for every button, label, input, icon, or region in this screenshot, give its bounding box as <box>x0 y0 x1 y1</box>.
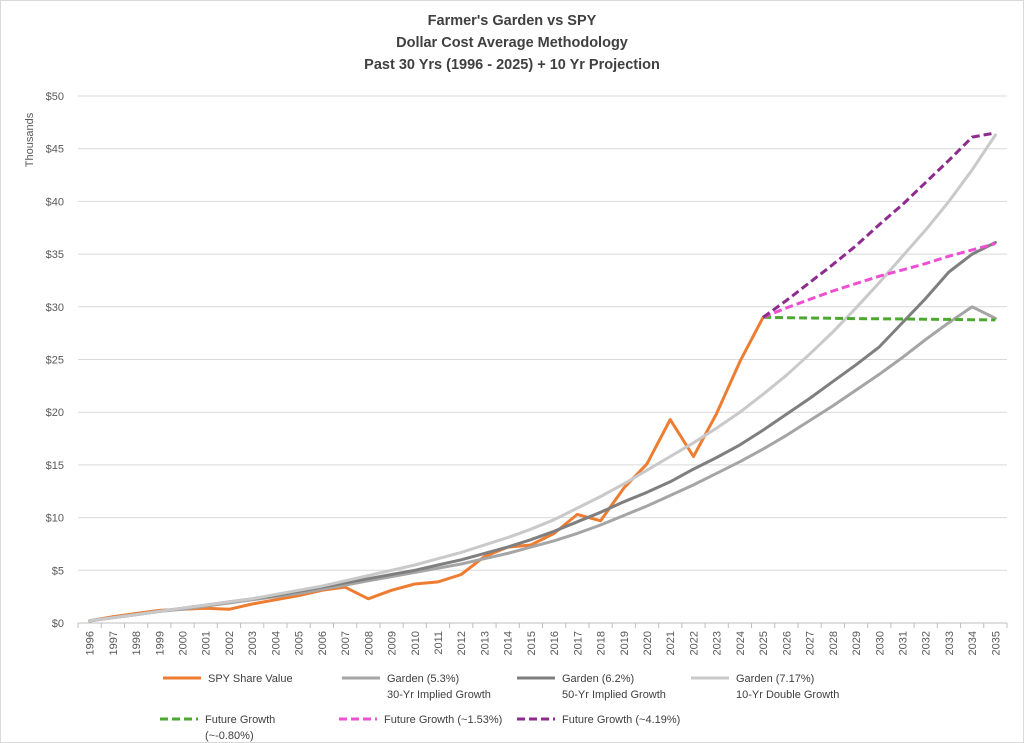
chart-title-block: Farmer's Garden vs SPY Dollar Cost Avera… <box>0 10 1024 76</box>
y-tick-label: $45 <box>46 144 64 156</box>
y-tick-label: $10 <box>46 513 64 525</box>
x-tick-label: 2023 <box>712 631 724 655</box>
x-tick-label: 1996 <box>85 631 97 655</box>
x-tick-label: 2011 <box>433 631 445 655</box>
series-line-5 <box>763 315 996 322</box>
x-tick-label: 2016 <box>549 631 561 655</box>
x-tick-label: 2031 <box>897 631 909 655</box>
x-tick-label: 2001 <box>201 631 213 655</box>
chart-title: Farmer's Garden vs SPY <box>427 13 597 29</box>
x-tick-label: 2018 <box>596 631 608 655</box>
legend-label: Garden (7.17%) <box>736 673 814 685</box>
series-line-1 <box>88 315 765 623</box>
x-tick-label: 1999 <box>154 631 166 655</box>
x-tick-label: 2003 <box>247 631 259 655</box>
x-tick-label: 2019 <box>619 631 631 655</box>
legend-label-line2: (~-0.80%) <box>205 730 254 742</box>
y-tick-label: $15 <box>46 460 64 472</box>
x-tick-label: 2010 <box>410 631 422 655</box>
legend-label: Future Growth <box>205 714 275 726</box>
x-tick-label: 2020 <box>642 631 654 655</box>
x-tick-label: 2017 <box>572 631 584 655</box>
x-tick-label: 2033 <box>944 631 956 655</box>
x-tick-label: 2004 <box>270 631 282 655</box>
legend-label: Future Growth (~4.19%) <box>562 714 680 726</box>
y-tick-label: $30 <box>46 302 64 314</box>
chart-subtitle-2: Past 30 Yrs (1996 - 2025) + 10 Yr Projec… <box>364 57 660 73</box>
y-tick-label: $25 <box>46 355 64 367</box>
x-tick-label: 2025 <box>758 631 770 655</box>
x-tick-label: 2032 <box>921 631 933 655</box>
x-tick-label: 2007 <box>340 631 352 655</box>
x-tick-label: 2035 <box>990 631 1002 655</box>
x-tick-label: 2029 <box>851 631 863 655</box>
y-tick-label: $20 <box>46 407 64 419</box>
y-tick-label: $5 <box>52 565 64 577</box>
y-axis-label: Thousands <box>24 112 36 167</box>
x-tick-label: 1997 <box>108 631 120 655</box>
y-tick-label: $35 <box>46 249 64 261</box>
x-tick-label: 2002 <box>224 631 236 655</box>
series-line-2 <box>88 305 997 623</box>
legend-label: Garden (6.2%) <box>562 673 634 685</box>
legend-label: SPY Share Value <box>208 673 293 685</box>
y-tick-label: $0 <box>52 618 64 630</box>
x-tick-label: 2030 <box>874 631 886 655</box>
x-tick-label: 2014 <box>503 631 515 655</box>
x-tick-label: 2013 <box>479 631 491 655</box>
series-line-3 <box>88 241 997 623</box>
x-tick-label: 2012 <box>456 631 468 655</box>
x-tick-label: 2000 <box>178 631 190 655</box>
x-tick-label: 2021 <box>665 631 677 655</box>
x-tick-label: 2015 <box>526 631 538 655</box>
legend-label-line2: 30-Yr Implied Growth <box>387 689 491 701</box>
x-tick-label: 2008 <box>363 631 375 655</box>
legend-label-line2: 10-Yr Double Growth <box>736 689 839 701</box>
x-tick-label: 2009 <box>387 631 399 655</box>
x-tick-label: 2005 <box>294 631 306 655</box>
y-tick-label: $50 <box>46 91 64 103</box>
legend-label-line2: 50-Yr Implied Growth <box>562 689 666 701</box>
series-line-4 <box>88 133 997 623</box>
legend-label: Garden (5.3%) <box>387 673 459 685</box>
legend-label: Future Growth (~1.53%) <box>384 714 502 726</box>
series-line-6 <box>762 242 996 319</box>
x-tick-label: 1998 <box>131 631 143 655</box>
x-tick-label: 2022 <box>688 631 700 655</box>
chart-subtitle-1: Dollar Cost Average Methodology <box>396 35 628 51</box>
x-tick-label: 2026 <box>781 631 793 655</box>
x-tick-label: 2006 <box>317 631 329 655</box>
y-tick-label: $40 <box>46 196 64 208</box>
x-tick-label: 2024 <box>735 631 747 655</box>
series-line-7 <box>762 131 996 319</box>
x-tick-label: 2034 <box>967 631 979 655</box>
x-tick-label: 2027 <box>805 631 817 655</box>
x-tick-label: 2028 <box>828 631 840 655</box>
